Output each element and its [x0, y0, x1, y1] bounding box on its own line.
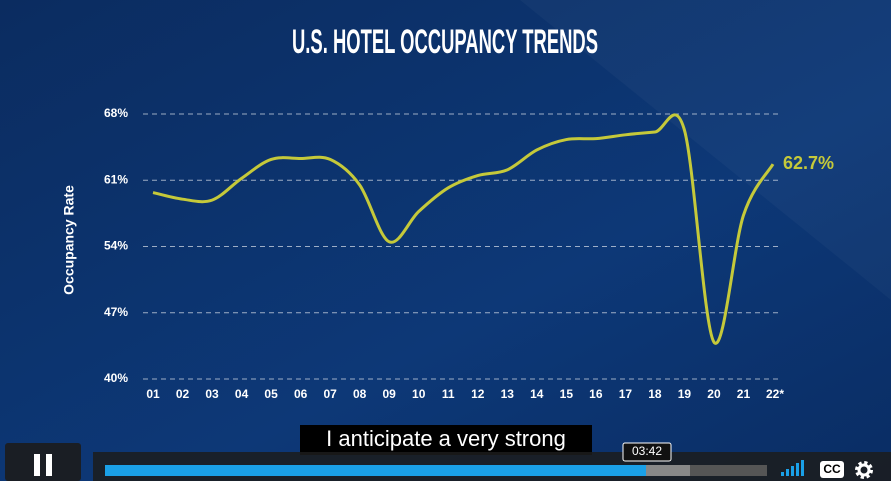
cc-button[interactable]	[820, 461, 844, 478]
x-tick-label: 22*	[766, 387, 784, 401]
cc-label: CC	[823, 462, 841, 476]
y-axis-label: Occupancy Rate	[61, 185, 77, 295]
x-tick-label: 15	[560, 387, 574, 401]
x-tick-label: 16	[589, 387, 603, 401]
x-tick-label: 12	[471, 387, 485, 401]
x-tick-label: 08	[353, 387, 367, 401]
x-tick-label: 01	[146, 387, 160, 401]
x-tick-label: 07	[323, 387, 337, 401]
x-tick-label: 14	[530, 387, 544, 401]
x-tick-label: 19	[678, 387, 692, 401]
x-tick-label: 06	[294, 387, 308, 401]
play-pause-button[interactable]	[5, 443, 81, 481]
x-tick-label: 04	[235, 387, 249, 401]
x-tick-label: 11	[442, 387, 455, 401]
data-line	[152, 113, 775, 345]
x-tick-label: 10	[412, 387, 426, 401]
x-tick-label: 05	[264, 387, 278, 401]
settings-icon[interactable]	[855, 461, 873, 479]
x-tick-label: 09	[383, 387, 397, 401]
subtitle-box	[300, 425, 592, 455]
y-tick-label: 40%	[104, 371, 128, 385]
chart-title: U.S. HOTEL OCCUPANCY TRENDS	[292, 23, 598, 61]
y-tick-label: 47%	[104, 305, 128, 319]
time-label: 03:42	[632, 444, 662, 458]
plot: 40% 47% 54% 61% 68% 01 02 03 04 05 06 07 08 09 10 11 12 1…	[104, 106, 834, 401]
y-tick-label: 68%	[104, 106, 128, 120]
time-tooltip	[622, 442, 672, 462]
x-tick-label: 18	[648, 387, 662, 401]
x-tick-label: 20	[707, 387, 721, 401]
subtitle: I anticipate a very strong	[326, 426, 566, 451]
volume-icon[interactable]	[781, 460, 804, 476]
y-tick-label: 61%	[104, 172, 128, 186]
x-tick-label: 17	[619, 387, 633, 401]
x-tick-label: 03	[205, 387, 219, 401]
x-tick-label: 13	[501, 387, 515, 401]
y-tick-label: 54%	[104, 239, 128, 253]
pause-icon	[46, 454, 52, 476]
x-tick-label: 02	[176, 387, 190, 401]
pause-icon	[34, 454, 40, 476]
data-label: 62.7%	[783, 153, 834, 173]
progress-played	[105, 465, 646, 476]
x-tick-label: 21	[737, 387, 751, 401]
